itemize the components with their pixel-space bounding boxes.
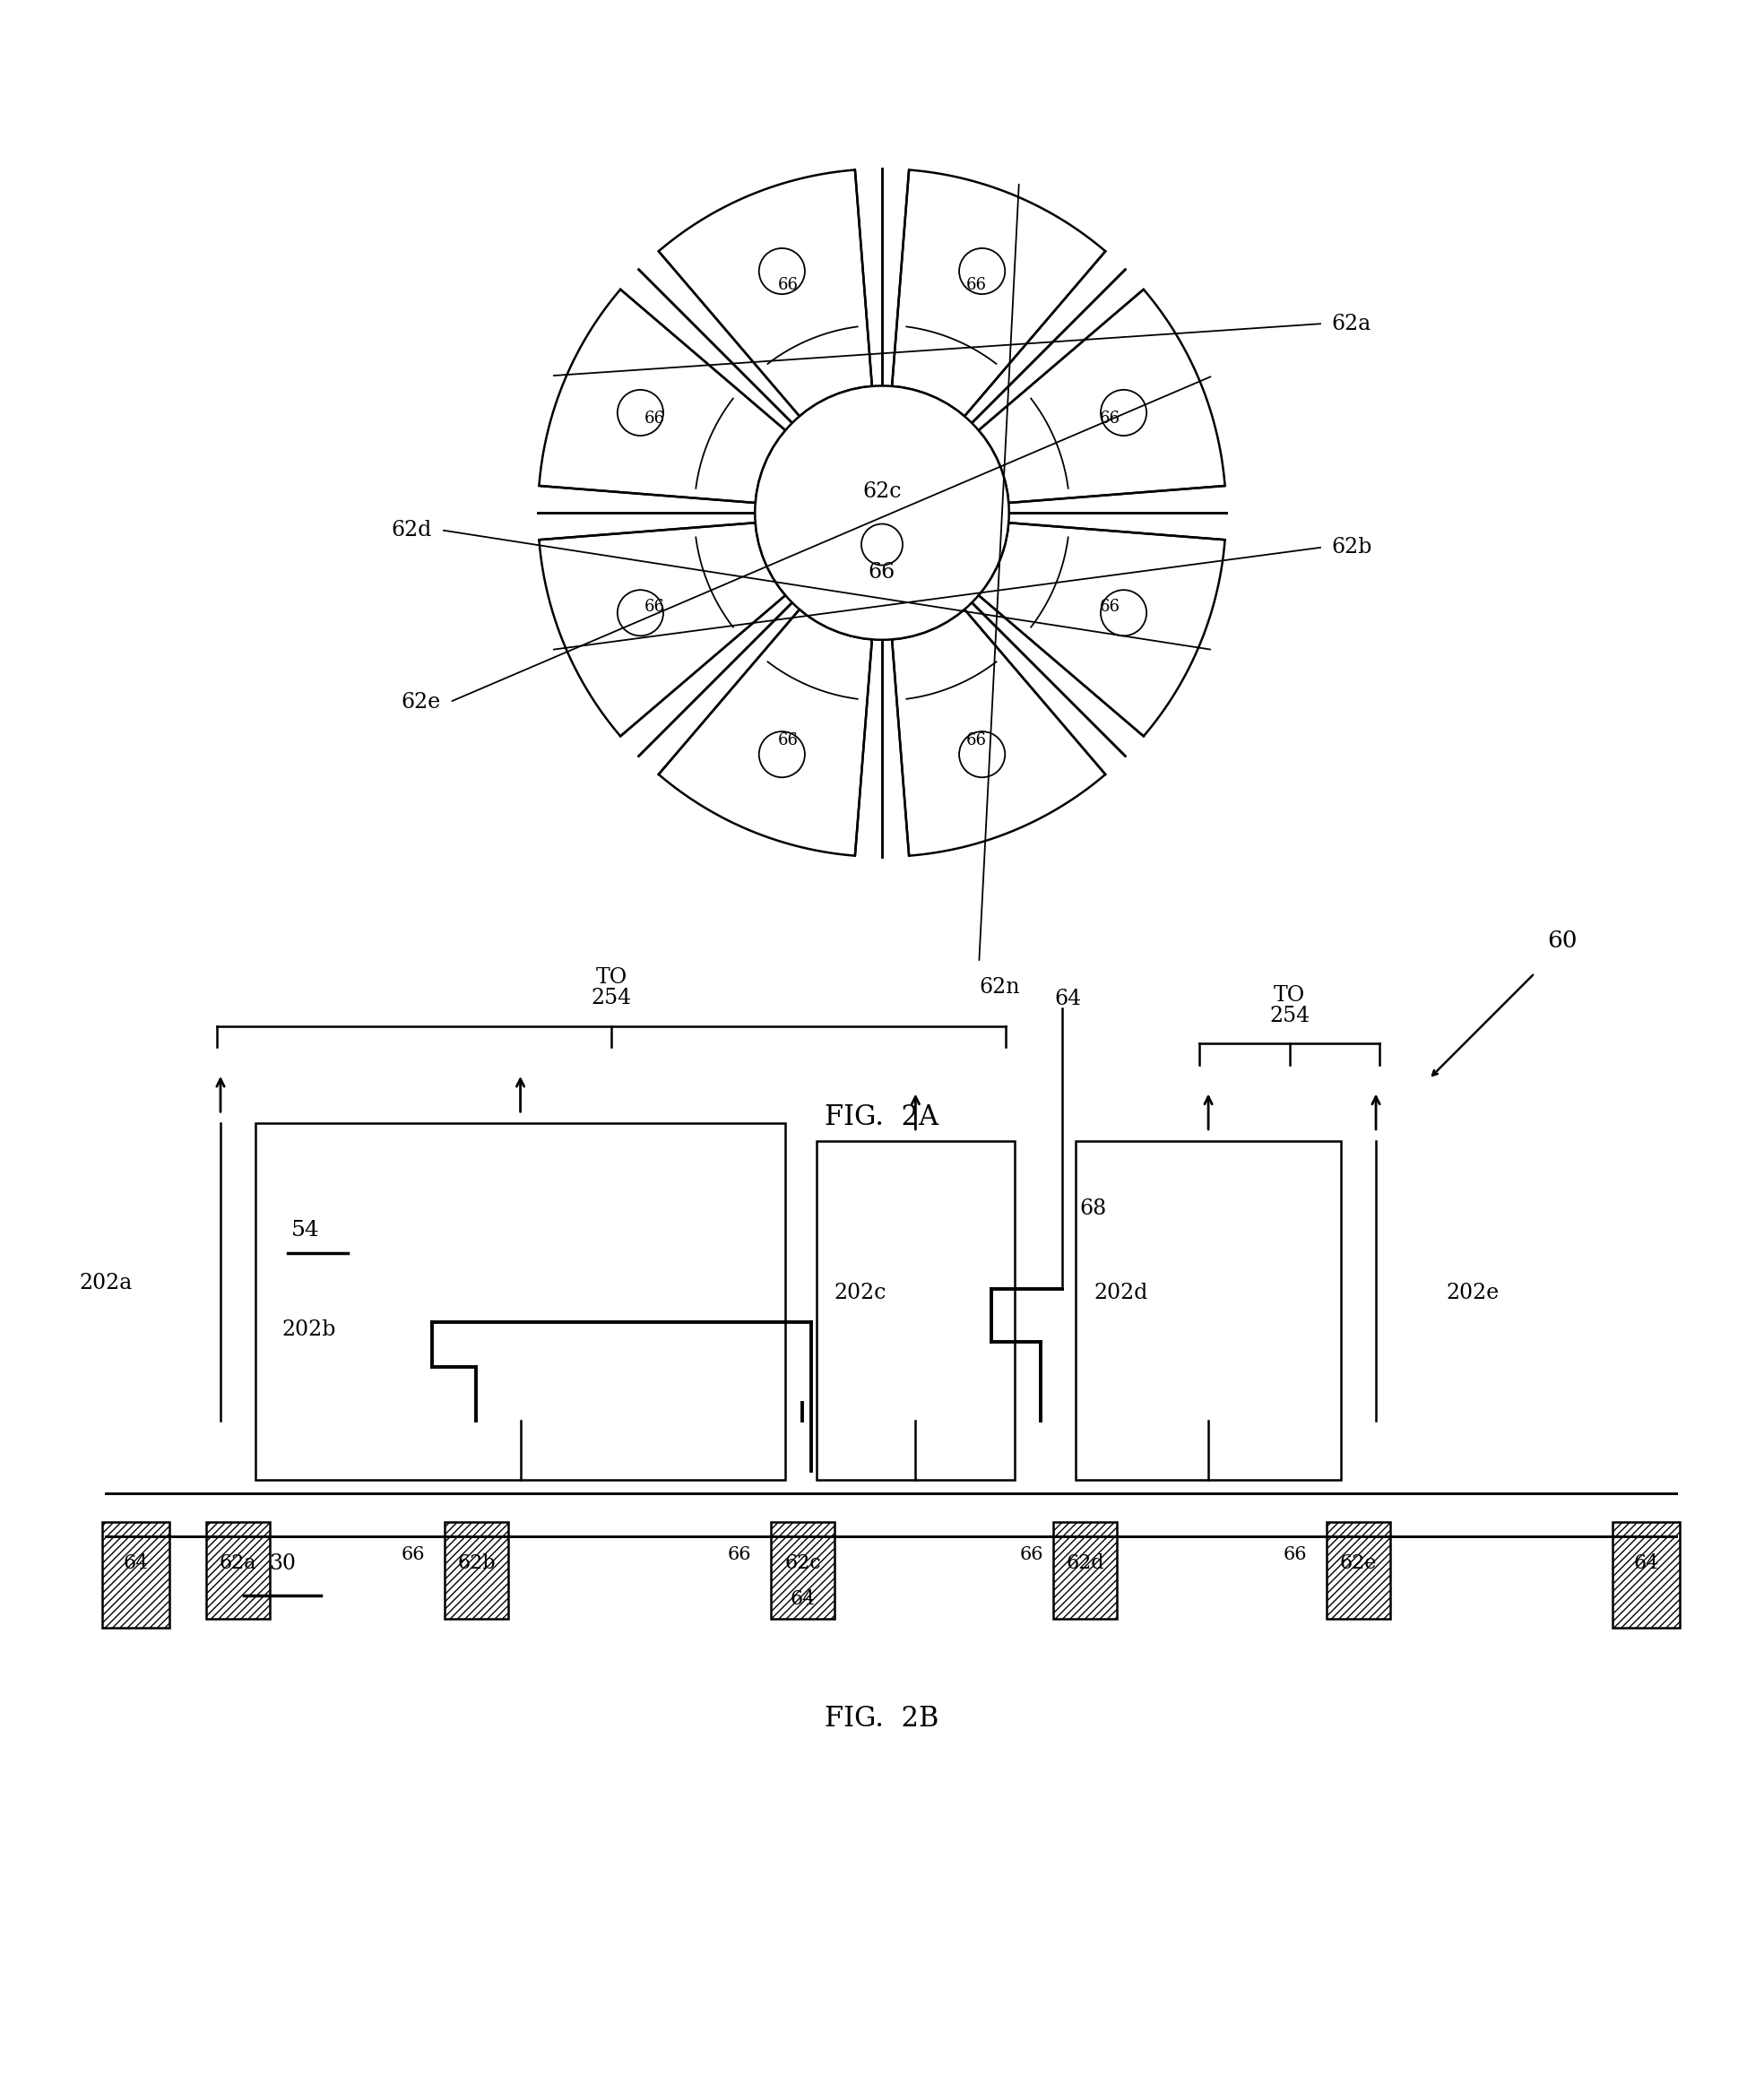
Text: 202e: 202e <box>1446 1284 1499 1302</box>
Circle shape <box>755 386 1009 640</box>
Text: 66: 66 <box>778 277 797 294</box>
Text: 202d: 202d <box>1094 1284 1148 1302</box>
Text: FIG.  2A: FIG. 2A <box>826 1105 938 1132</box>
Text: 62d: 62d <box>392 519 432 540</box>
Text: 64: 64 <box>123 1553 148 1573</box>
Bar <box>102 1521 169 1628</box>
Text: 64: 64 <box>790 1588 815 1609</box>
Text: 66: 66 <box>1099 598 1120 615</box>
Text: 62e: 62e <box>1339 1553 1378 1573</box>
Text: 30: 30 <box>268 1553 296 1573</box>
Text: 62e: 62e <box>402 692 441 713</box>
Text: 202b: 202b <box>282 1319 337 1340</box>
Bar <box>256 1123 785 1480</box>
Text: 62d: 62d <box>1065 1553 1104 1573</box>
Text: 68: 68 <box>1080 1198 1106 1219</box>
Text: 62b: 62b <box>457 1553 496 1573</box>
Text: 62b: 62b <box>1332 538 1372 559</box>
Bar <box>771 1521 834 1619</box>
Bar <box>445 1521 508 1619</box>
Text: TO
254: TO 254 <box>591 967 632 1009</box>
Text: 62a: 62a <box>1332 313 1371 333</box>
Text: 62c: 62c <box>863 481 901 502</box>
Text: 62n: 62n <box>979 977 1020 998</box>
Text: FIG.  2B: FIG. 2B <box>826 1705 938 1734</box>
Text: 66: 66 <box>644 598 665 615</box>
Text: 62c: 62c <box>785 1553 820 1573</box>
Text: 54: 54 <box>291 1219 319 1240</box>
Text: 62a: 62a <box>219 1553 258 1573</box>
Text: 64: 64 <box>1055 990 1081 1009</box>
Text: 66: 66 <box>1099 411 1120 427</box>
Bar <box>206 1521 270 1619</box>
Bar <box>1053 1521 1117 1619</box>
Text: 66: 66 <box>868 563 896 584</box>
Bar <box>1076 1140 1341 1480</box>
Text: 202c: 202c <box>834 1284 887 1302</box>
Text: 64: 64 <box>1633 1553 1658 1573</box>
Text: 66: 66 <box>967 731 986 748</box>
Text: 66: 66 <box>1020 1546 1044 1563</box>
Text: 66: 66 <box>967 277 986 294</box>
Bar <box>817 1140 1014 1480</box>
Text: 66: 66 <box>1282 1546 1307 1563</box>
Bar <box>1327 1521 1390 1619</box>
Text: 66: 66 <box>644 411 665 427</box>
Text: 66: 66 <box>727 1546 751 1563</box>
Text: 66: 66 <box>400 1546 425 1563</box>
Text: 66: 66 <box>778 731 797 748</box>
Text: 60: 60 <box>1547 929 1577 952</box>
Text: 202a: 202a <box>79 1273 132 1294</box>
Text: TO
254: TO 254 <box>1270 986 1309 1025</box>
Bar <box>1612 1521 1679 1628</box>
